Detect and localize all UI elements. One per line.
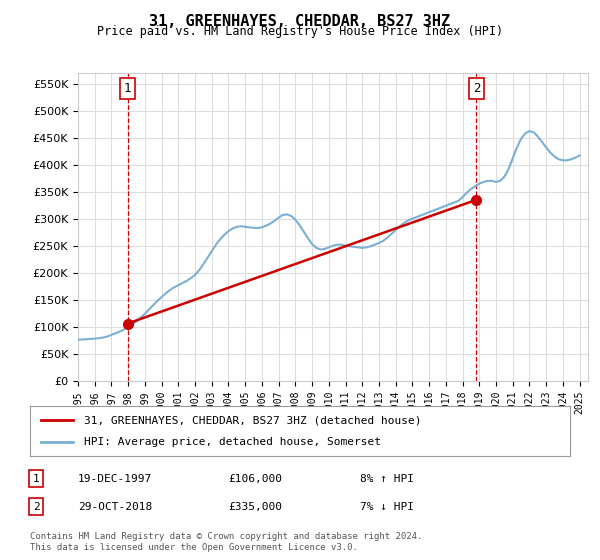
Text: 29-OCT-2018: 29-OCT-2018 <box>78 502 152 512</box>
Text: 2: 2 <box>32 502 40 512</box>
Text: 2: 2 <box>473 82 480 95</box>
Text: 31, GREENHAYES, CHEDDAR, BS27 3HZ (detached house): 31, GREENHAYES, CHEDDAR, BS27 3HZ (detac… <box>84 415 421 425</box>
Text: 19-DEC-1997: 19-DEC-1997 <box>78 474 152 484</box>
Text: HPI: Average price, detached house, Somerset: HPI: Average price, detached house, Some… <box>84 437 381 447</box>
Text: Contains HM Land Registry data © Crown copyright and database right 2024.
This d: Contains HM Land Registry data © Crown c… <box>30 532 422 552</box>
Text: Price paid vs. HM Land Registry's House Price Index (HPI): Price paid vs. HM Land Registry's House … <box>97 25 503 38</box>
Text: 31, GREENHAYES, CHEDDAR, BS27 3HZ: 31, GREENHAYES, CHEDDAR, BS27 3HZ <box>149 14 451 29</box>
Text: £106,000: £106,000 <box>228 474 282 484</box>
Text: 7% ↓ HPI: 7% ↓ HPI <box>360 502 414 512</box>
Text: £335,000: £335,000 <box>228 502 282 512</box>
Text: 8% ↑ HPI: 8% ↑ HPI <box>360 474 414 484</box>
Text: 1: 1 <box>32 474 40 484</box>
Text: 1: 1 <box>124 82 131 95</box>
